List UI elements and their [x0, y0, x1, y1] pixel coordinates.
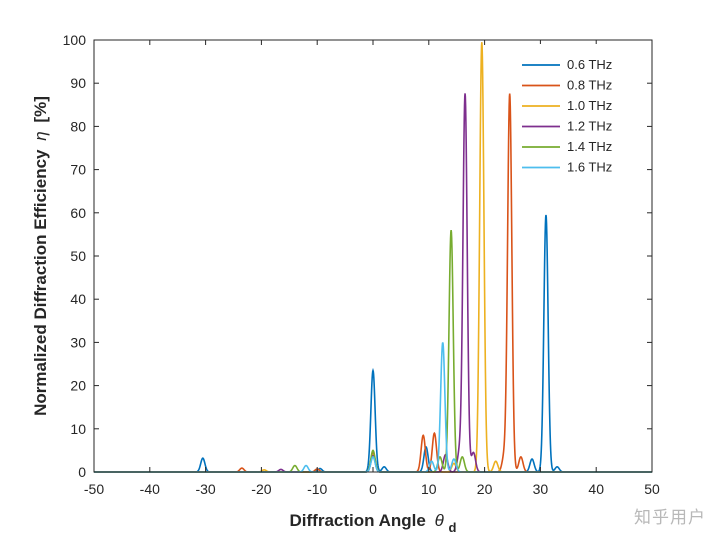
x-tick-label: -50 [84, 481, 104, 497]
watermark: 知乎用户 [634, 508, 706, 528]
y-tick-label: 50 [70, 248, 86, 264]
y-tick-label: 80 [70, 118, 86, 134]
y-tick-label: 30 [70, 334, 86, 350]
x-tick-label: 40 [588, 481, 604, 497]
x-axis-label-text: Diffraction Angle [290, 511, 426, 530]
x-axis-subscript: d [449, 520, 457, 535]
y-tick-label: 100 [63, 32, 87, 48]
x-tick-label: 50 [644, 481, 660, 497]
y-axis-unit: [%] [31, 96, 50, 122]
x-tick-label: 30 [533, 481, 549, 497]
y-tick-label: 10 [70, 421, 86, 437]
legend-label: 0.6 THz [567, 57, 612, 72]
y-tick-label: 70 [70, 162, 86, 178]
y-axis-label-text: Normalized Diffraction Efficiency [31, 149, 50, 416]
x-tick-label: 20 [477, 481, 493, 497]
x-tick-label: -30 [195, 481, 215, 497]
y-tick-label: 40 [70, 291, 86, 307]
y-tick-label: 90 [70, 75, 86, 91]
x-axis-label: Diffraction Angle θ d [290, 511, 457, 535]
x-tick-label: 10 [421, 481, 437, 497]
y-axis-label: Normalized Diffraction Efficiency η [%] [31, 96, 50, 416]
legend-label: 1.4 THz [567, 139, 612, 154]
legend-label: 1.2 THz [567, 119, 612, 134]
x-tick-label: -20 [251, 481, 271, 497]
ticks-layer: -50 -40 -30 -20 -10 0 10 20 30 40 50 0 10 20 30 40 50 60 7… [63, 32, 660, 497]
legend-label: 1.6 THz [567, 160, 612, 175]
y-axis-symbol: η [31, 131, 50, 140]
x-tick-label: 0 [369, 481, 377, 497]
y-tick-label: 20 [70, 378, 86, 394]
legend: 0.6 THz 0.8 THz 1.0 THz 1.2 THz 1.4 THz 1.6 T… [512, 44, 642, 175]
x-tick-label: -10 [307, 481, 327, 497]
x-axis-symbol: θ [435, 511, 445, 530]
x-tick-label: -40 [140, 481, 160, 497]
legend-label: 1.0 THz [567, 98, 612, 113]
legend-label: 0.8 THz [567, 78, 612, 93]
y-tick-label: 60 [70, 205, 86, 221]
y-tick-label: 0 [78, 464, 86, 480]
